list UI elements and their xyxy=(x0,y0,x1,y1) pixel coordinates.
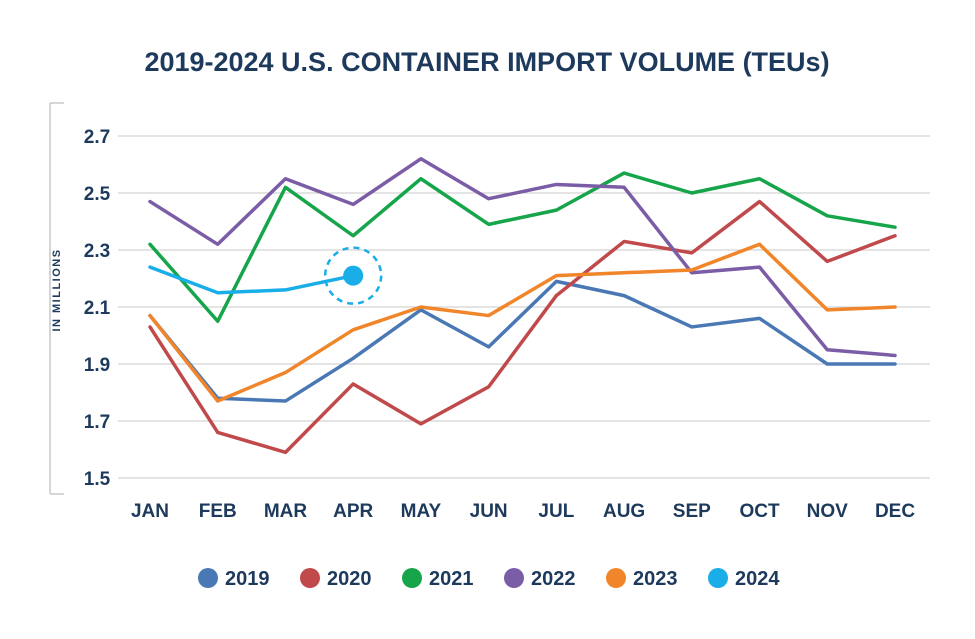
y-tick-label: 2.1 xyxy=(84,298,111,319)
legend-label: 2021 xyxy=(429,568,474,590)
legend-item-2022: 2022 xyxy=(504,568,576,590)
x-tick-label: APR xyxy=(333,501,373,522)
y-tick-label: 2.3 xyxy=(84,241,110,262)
x-tick-label: JUL xyxy=(538,501,574,522)
y-axis-label: IN MILLIONS xyxy=(51,248,63,331)
x-tick-label: AUG xyxy=(603,501,645,522)
x-tick-label: DEC xyxy=(875,501,915,522)
legend-item-2023: 2023 xyxy=(606,568,678,590)
highlight-ring xyxy=(323,246,383,305)
highlight-point xyxy=(343,265,364,286)
y-tick-label: 1.5 xyxy=(84,469,111,490)
legend-item-2020: 2020 xyxy=(300,568,372,590)
y-tick-label: 2.5 xyxy=(84,184,111,205)
x-tick-label: OCT xyxy=(739,501,780,522)
chart-title: 2019-2024 U.S. CONTAINER IMPORT VOLUME (… xyxy=(144,47,829,77)
x-tick-label: MAY xyxy=(401,501,442,522)
series-line-2024 xyxy=(148,265,355,295)
legend-label: 2022 xyxy=(531,568,576,590)
legend-label: 2020 xyxy=(327,568,372,590)
legend-label: 2024 xyxy=(735,568,780,590)
legend-label: 2019 xyxy=(225,568,270,590)
x-tick-label: JUN xyxy=(470,501,508,522)
legend-marker xyxy=(402,568,422,588)
legend-marker xyxy=(198,568,218,588)
y-tick-label: 1.7 xyxy=(84,412,110,433)
legend-label: 2023 xyxy=(633,568,678,590)
legend-marker xyxy=(300,568,320,588)
legend-item-2019: 2019 xyxy=(198,568,270,590)
legend-marker xyxy=(504,568,524,588)
x-tick-label: NOV xyxy=(807,501,849,522)
x-tick-label: SEP xyxy=(673,501,711,522)
legend-marker xyxy=(606,568,626,588)
x-tick-label: MAR xyxy=(264,501,308,522)
y-tick-label: 2.7 xyxy=(84,127,110,148)
series-line-2021 xyxy=(148,171,897,323)
x-tick-label: FEB xyxy=(199,501,237,522)
y-tick-label: 1.9 xyxy=(84,355,110,376)
y-axis-bracket xyxy=(49,102,64,495)
series-line-2023 xyxy=(148,242,897,403)
legend-item-2021: 2021 xyxy=(402,568,474,590)
series-line-2019 xyxy=(148,279,897,403)
series-line-2020 xyxy=(148,199,897,455)
series-line-2022 xyxy=(148,157,897,358)
x-tick-label: JAN xyxy=(131,501,169,522)
legend-marker xyxy=(708,568,728,588)
legend-item-2024: 2024 xyxy=(708,568,780,590)
